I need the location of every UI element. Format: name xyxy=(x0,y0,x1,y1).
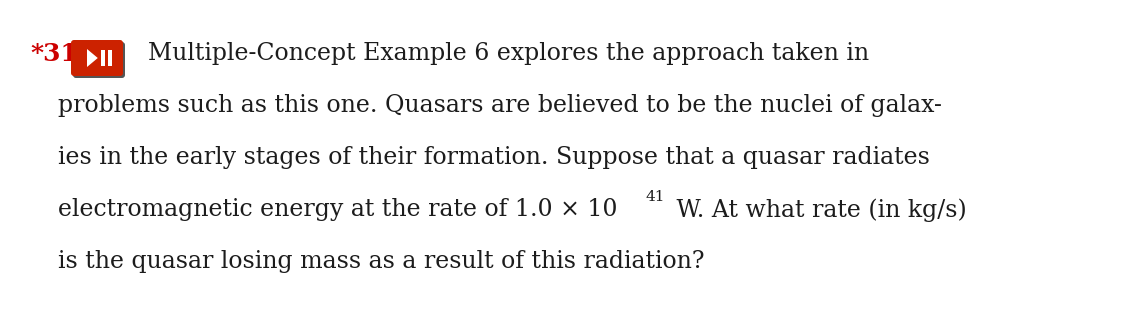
Polygon shape xyxy=(86,49,98,67)
Text: is the quasar losing mass as a result of this radiation?: is the quasar losing mass as a result of… xyxy=(58,250,704,273)
Text: ies in the early stages of their formation. Suppose that a quasar radiates: ies in the early stages of their formati… xyxy=(58,146,930,169)
FancyBboxPatch shape xyxy=(73,42,125,78)
Text: 41: 41 xyxy=(645,190,665,204)
Text: electromagnetic energy at the rate of 1.0 × 10: electromagnetic energy at the rate of 1.… xyxy=(58,198,618,221)
Bar xyxy=(108,50,112,66)
Text: problems such as this one. Quasars are believed to be the nuclei of galax-: problems such as this one. Quasars are b… xyxy=(58,94,942,117)
Bar xyxy=(101,50,104,66)
Text: W. At what rate (in kg/s): W. At what rate (in kg/s) xyxy=(669,198,967,222)
Text: *31.: *31. xyxy=(30,42,86,66)
FancyBboxPatch shape xyxy=(71,40,124,76)
Text: Multiple-Concept Example 6 explores the approach taken in: Multiple-Concept Example 6 explores the … xyxy=(148,42,869,65)
